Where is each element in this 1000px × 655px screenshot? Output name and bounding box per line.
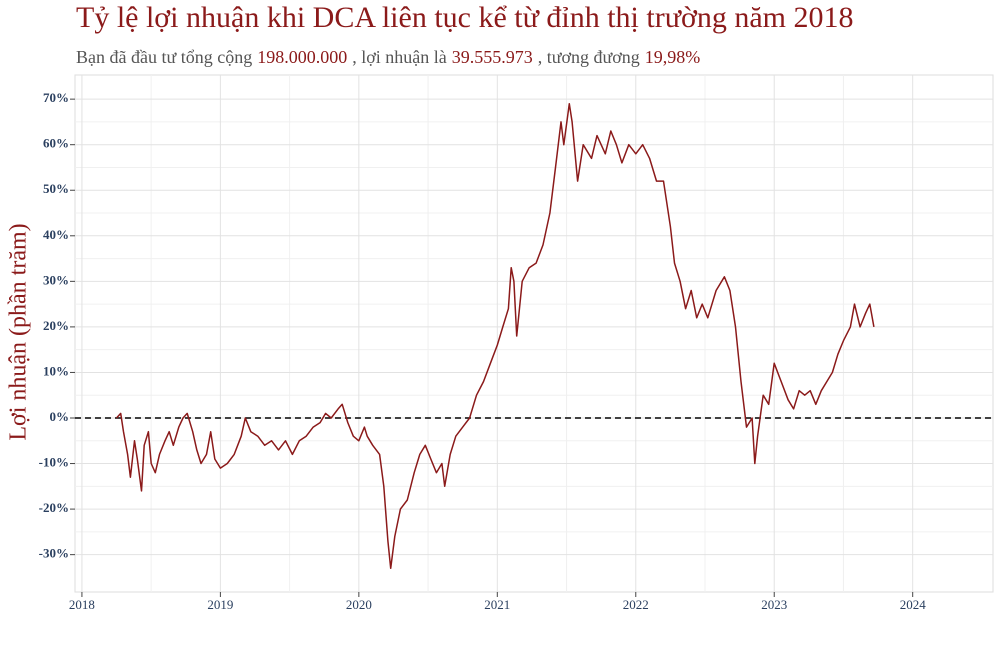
x-tick-label: 2021 bbox=[484, 597, 510, 612]
y-tick-label: 30% bbox=[43, 272, 69, 287]
subtitle-part: Bạn đã đầu tư tổng cộng bbox=[76, 47, 252, 67]
x-tick-label: 2020 bbox=[346, 597, 372, 612]
subtitle-part: 19,98% bbox=[645, 47, 701, 67]
y-tick-label: 40% bbox=[43, 227, 69, 242]
y-axis-label: Lợi nhuận (phần trăm) bbox=[6, 223, 32, 440]
y-tick-label: 0% bbox=[50, 409, 70, 424]
x-tick-label: 2018 bbox=[69, 597, 95, 612]
subtitle-part: 198.000.000 bbox=[257, 47, 347, 67]
subtitle-part: 39.555.973 bbox=[452, 47, 533, 67]
subtitle: Bạn đã đầu tư tổng cộng 198.000.000, lợi … bbox=[76, 47, 700, 67]
y-tick-label: -20% bbox=[39, 500, 69, 515]
y-tick-label: -30% bbox=[39, 546, 69, 561]
x-tick-label: 2023 bbox=[761, 597, 787, 612]
y-tick-label: 50% bbox=[43, 181, 69, 196]
y-tick-label: 60% bbox=[43, 136, 69, 151]
subtitle-part: , lợi nhuận là bbox=[352, 47, 447, 67]
y-tick-label: 70% bbox=[43, 90, 69, 105]
y-tick-label: 20% bbox=[43, 318, 69, 333]
subtitle-part: , tương đương bbox=[538, 47, 640, 67]
y-tick-label: -10% bbox=[39, 455, 69, 470]
y-tick-label: 10% bbox=[43, 363, 69, 378]
x-tick-label: 2024 bbox=[900, 597, 927, 612]
data-line bbox=[115, 102, 875, 570]
x-tick-label: 2022 bbox=[623, 597, 649, 612]
plot-frame bbox=[74, 74, 994, 593]
x-tick-label: 2019 bbox=[207, 597, 233, 612]
chart-title: Tỷ lệ lợi nhuận khi DCA liên tục kể từ đ… bbox=[76, 1, 854, 34]
